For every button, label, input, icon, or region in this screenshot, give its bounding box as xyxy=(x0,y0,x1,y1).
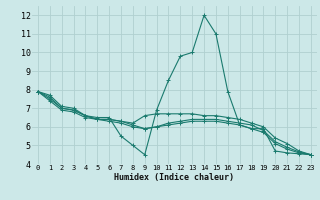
X-axis label: Humidex (Indice chaleur): Humidex (Indice chaleur) xyxy=(115,173,234,182)
